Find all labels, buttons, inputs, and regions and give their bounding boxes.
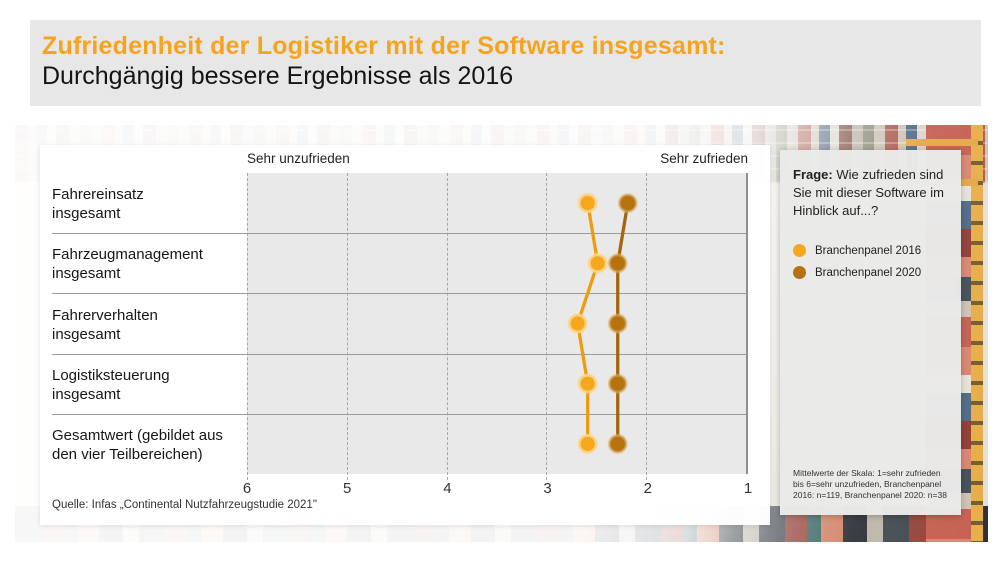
gridline xyxy=(247,173,248,480)
legend-item: Branchenpanel 2016 xyxy=(793,244,921,257)
axis-tick-label: 2 xyxy=(643,480,652,497)
category-label: Gesamtwert (gebildet aus den vier Teilbe… xyxy=(52,426,223,463)
title-banner: Zufriedenheit der Logistiker mit der Sof… xyxy=(30,20,981,106)
axis-tick-label: 1 xyxy=(743,480,753,497)
slide-title: Zufriedenheit der Logistiker mit der Sof… xyxy=(42,32,726,60)
axis-tick-label: 4 xyxy=(443,480,452,497)
gridline xyxy=(646,173,648,480)
legend-swatch-icon xyxy=(793,244,806,257)
legend: Branchenpanel 2016 Branchenpanel 2020 xyxy=(793,244,921,288)
survey-question: Frage: Wie zufrieden sind Sie mit dieser… xyxy=(793,166,948,220)
slide-subtitle: Durchgängig bessere Ergebnisse als 2016 xyxy=(42,62,514,90)
info-panel: Frage: Wie zufrieden sind Sie mit dieser… xyxy=(780,150,961,515)
axis-caption-left: Sehr unzufrieden xyxy=(247,151,350,166)
axis-tick-label: 3 xyxy=(543,480,552,497)
legend-label: Branchenpanel 2020 xyxy=(815,266,922,279)
axis-tick-label: 5 xyxy=(343,480,352,497)
axis-caption-right: Sehr zufrieden xyxy=(660,151,748,166)
axis-tick-label: 6 xyxy=(242,480,252,497)
plot-area xyxy=(247,173,748,480)
row-separator xyxy=(52,233,748,235)
row-separator xyxy=(52,353,748,355)
category-label: Fahrerverhalten insgesamt xyxy=(52,306,158,343)
gridline xyxy=(546,173,548,480)
row-separator xyxy=(52,293,748,295)
gridline xyxy=(446,173,448,480)
legend-item: Branchenpanel 2020 xyxy=(793,266,921,279)
chart-card: Sehr unzufrieden Sehr zufrieden Fahrerei… xyxy=(40,145,770,525)
survey-question-text: Wie zufrieden sind Sie mit dieser Softwa… xyxy=(793,167,944,218)
row-separator xyxy=(52,413,748,415)
source-note: Quelle: Infas „Continental Nutzfahrzeugs… xyxy=(52,499,317,511)
category-label: Logistiksteuerung insgesamt xyxy=(52,366,170,403)
methodology-note: Mittelwerte der Skala: 1=sehr zufrieden … xyxy=(793,468,947,500)
legend-swatch-icon xyxy=(793,266,806,279)
survey-question-label: Frage: xyxy=(793,167,833,182)
legend-label: Branchenpanel 2016 xyxy=(815,244,922,257)
category-label: Fahrereinsatz insgesamt xyxy=(52,186,144,223)
category-label: Fahrzeugmanagement insgesamt xyxy=(52,246,203,283)
gridline xyxy=(346,173,348,480)
